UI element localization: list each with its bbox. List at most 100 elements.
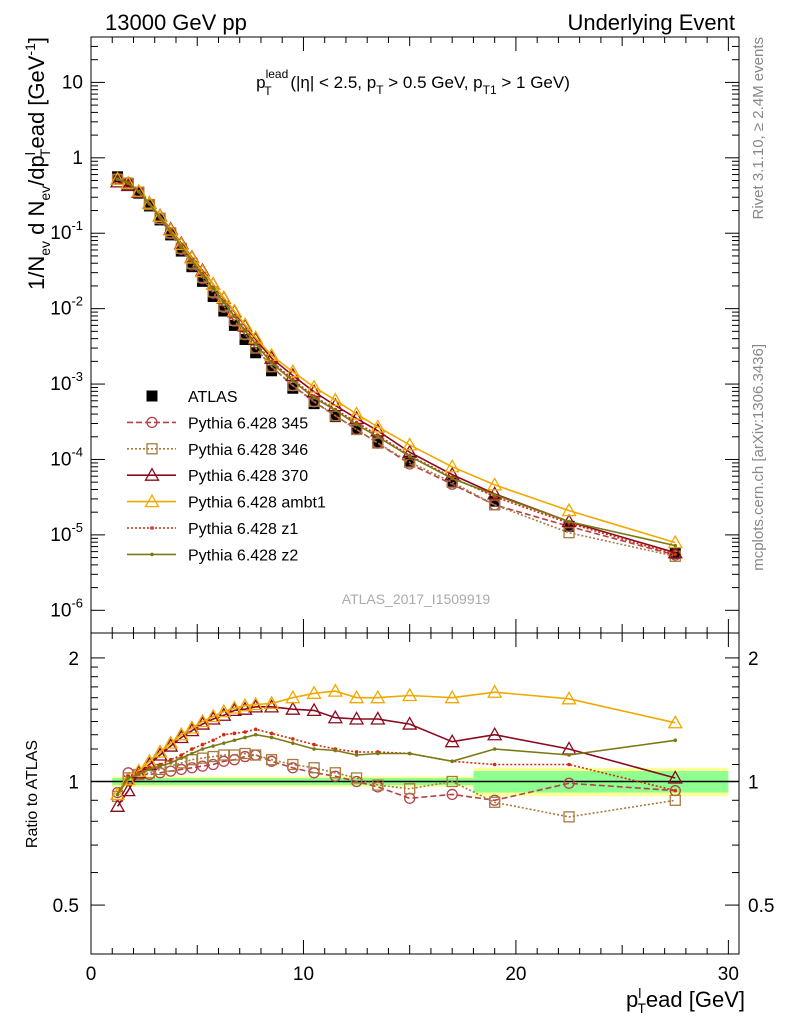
plot-title: plead T (|η| < 2.5, pT > 0.5 GeV, pT1 > 1… <box>256 67 570 98</box>
data-point-ATLAS <box>112 171 124 183</box>
legend-item-p346: Pythia 6.428 346 <box>127 442 308 459</box>
data-point-ambt1 <box>216 703 232 718</box>
title-p: p <box>256 73 265 92</box>
data-point-p370 <box>667 544 683 559</box>
xlabel-sup-l: l <box>638 985 641 1001</box>
legend-marker <box>146 390 158 402</box>
data-point-z2 <box>354 422 359 427</box>
ylabel-sup-l: l <box>22 152 38 155</box>
data-point-p346 <box>563 811 575 823</box>
data-point-ambt1 <box>348 406 365 420</box>
data-point-z2 <box>137 189 141 194</box>
data-point-p346 <box>563 527 575 539</box>
data-point-z2 <box>291 379 295 383</box>
series-line-p370 <box>116 705 676 807</box>
data-point-ambt1 <box>152 208 168 222</box>
ratio-axis-ticks <box>90 633 739 954</box>
data-point-ambt1 <box>306 379 322 393</box>
legend-marker <box>150 526 154 530</box>
legend-item-z2: Pythia 6.428 z2 <box>127 547 298 564</box>
y-tick-label: 10-3 <box>50 369 83 395</box>
data-point-p346 <box>265 754 278 766</box>
data-point-ambt1 <box>348 689 365 704</box>
data-point-p346 <box>287 758 299 771</box>
data-point-ambt1 <box>141 195 158 209</box>
series-line-p345 <box>116 754 676 802</box>
ratio-y-tick-labels: 0.5 0.5 1 1 2 2 <box>53 649 775 917</box>
data-point-ambt1 <box>173 236 189 251</box>
data-point-z2 <box>333 748 338 753</box>
data-point-z2 <box>450 759 454 764</box>
data-point-z2 <box>333 408 338 413</box>
data-point-z1 <box>200 742 205 747</box>
data-point-z2 <box>115 177 120 182</box>
data-point-p370 <box>131 764 147 779</box>
data-point-z2 <box>312 747 316 751</box>
ratio-panel: 0.5 0.5 1 1 2 2 0 10 20 30 Ratio to ATLAS pl Tead… <box>24 632 775 1016</box>
y-tick-label: 10-6 <box>50 595 83 621</box>
data-point-ambt1 <box>370 689 386 704</box>
ylabel-sub-ev1: ev <box>37 241 53 256</box>
data-point-ATLAS <box>489 495 501 507</box>
data-point-ambt1 <box>163 735 179 749</box>
series-line-z2 <box>117 178 676 547</box>
series-line-p346 <box>117 178 676 558</box>
data-point-ambt1 <box>444 689 460 704</box>
ratio-series-layer <box>109 683 683 823</box>
data-point-p346 <box>489 796 501 808</box>
header-right: Underlying Event <box>567 10 735 35</box>
data-point-p345 <box>196 760 209 772</box>
data-point-z2 <box>269 735 274 740</box>
ratio-y-tick-label: 2 <box>68 649 79 670</box>
legend-label: Pythia 6.428 ambt1 <box>188 495 326 512</box>
data-point-ambt1 <box>131 183 147 197</box>
data-point-p370 <box>667 770 683 784</box>
data-point-z2 <box>232 314 237 319</box>
title-rest3: > 1 GeV) <box>497 73 570 92</box>
legend-label: Pythia 6.428 346 <box>188 442 308 459</box>
data-point-z2 <box>243 328 247 333</box>
data-point-p345 <box>563 777 575 789</box>
legend-label: Pythia 6.428 z2 <box>188 547 298 564</box>
data-point-z1 <box>221 732 226 737</box>
data-point-ambt1 <box>194 713 211 728</box>
ylabel-sub-t: T <box>37 148 53 157</box>
data-point-ambt1 <box>402 687 418 702</box>
legend-item-ambt1: Pythia 6.428 ambt1 <box>127 493 326 512</box>
xlabel-sub-t: T <box>637 1000 646 1016</box>
data-point-z1 <box>243 730 247 734</box>
title-sub2: T <box>376 83 384 97</box>
data-point-p370 <box>248 699 264 713</box>
legend-label: Pythia 6.428 z1 <box>188 521 298 538</box>
ratio-uncertainty-band <box>91 767 739 797</box>
data-point-z1 <box>673 788 678 793</box>
data-point-z2 <box>376 751 380 756</box>
data-point-p370 <box>109 798 126 812</box>
analysis-id: ATLAS_2017_I1509919 <box>342 591 491 607</box>
data-point-ATLAS <box>446 476 458 488</box>
legend-label: Pythia 6.428 345 <box>188 415 308 432</box>
data-point-z1 <box>269 731 274 736</box>
data-point-z2 <box>190 751 194 756</box>
data-point-z1 <box>211 738 215 743</box>
legend-item-p370: Pythia 6.428 370 <box>127 467 308 485</box>
data-point-p370 <box>444 733 460 748</box>
data-point-z2 <box>179 756 184 760</box>
legend-item-ATLAS: ATLAS <box>146 389 238 406</box>
data-point-ATLAS <box>266 365 278 377</box>
header-left: 13000 GeV pp <box>105 10 247 35</box>
data-point-ambt1 <box>248 696 264 711</box>
ylabel-sup-exp: -1 <box>22 43 38 56</box>
ratio-y-tick-label-right: 1 <box>748 772 759 793</box>
data-point-p346 <box>250 749 262 761</box>
legend-marker <box>144 467 160 481</box>
data-point-ambt1 <box>667 534 683 549</box>
legend-label: ATLAS <box>188 389 238 406</box>
title-rest: (|η| < 2.5, p <box>286 73 377 92</box>
data-point-z2 <box>243 735 247 740</box>
main-axis-ticks <box>90 36 739 633</box>
series-z2-main <box>115 177 678 548</box>
main-y-tick-labels: 10-6 10-5 10-4 10-3 10-2 10-1 1 10 <box>50 72 83 621</box>
data-point-ambt1 <box>402 437 418 451</box>
data-point-z1 <box>354 750 359 754</box>
